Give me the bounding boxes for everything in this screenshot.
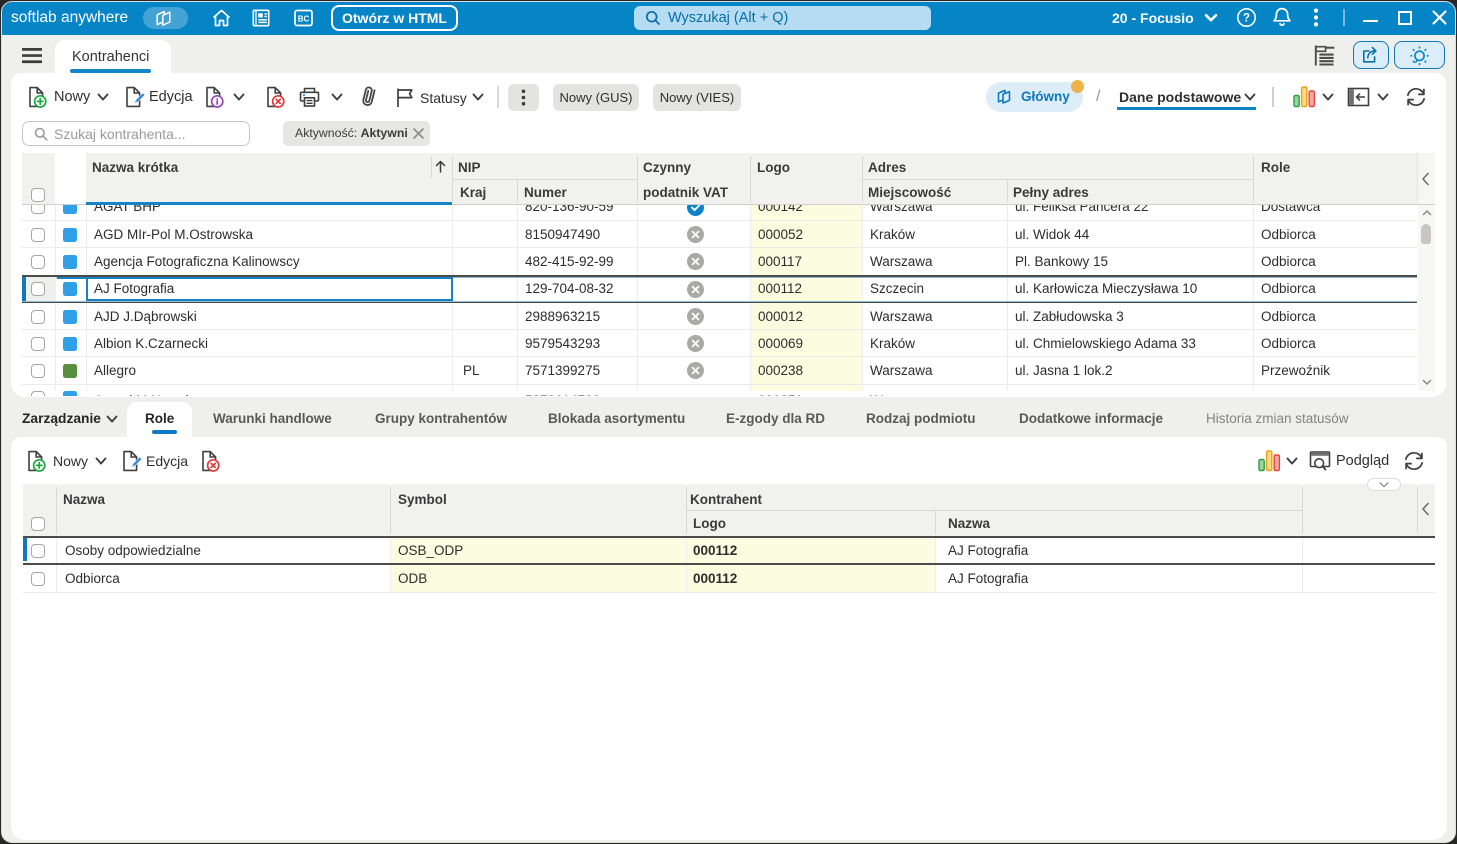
svg-text:BC: BC xyxy=(298,14,310,23)
svg-text:?: ? xyxy=(1243,13,1250,25)
